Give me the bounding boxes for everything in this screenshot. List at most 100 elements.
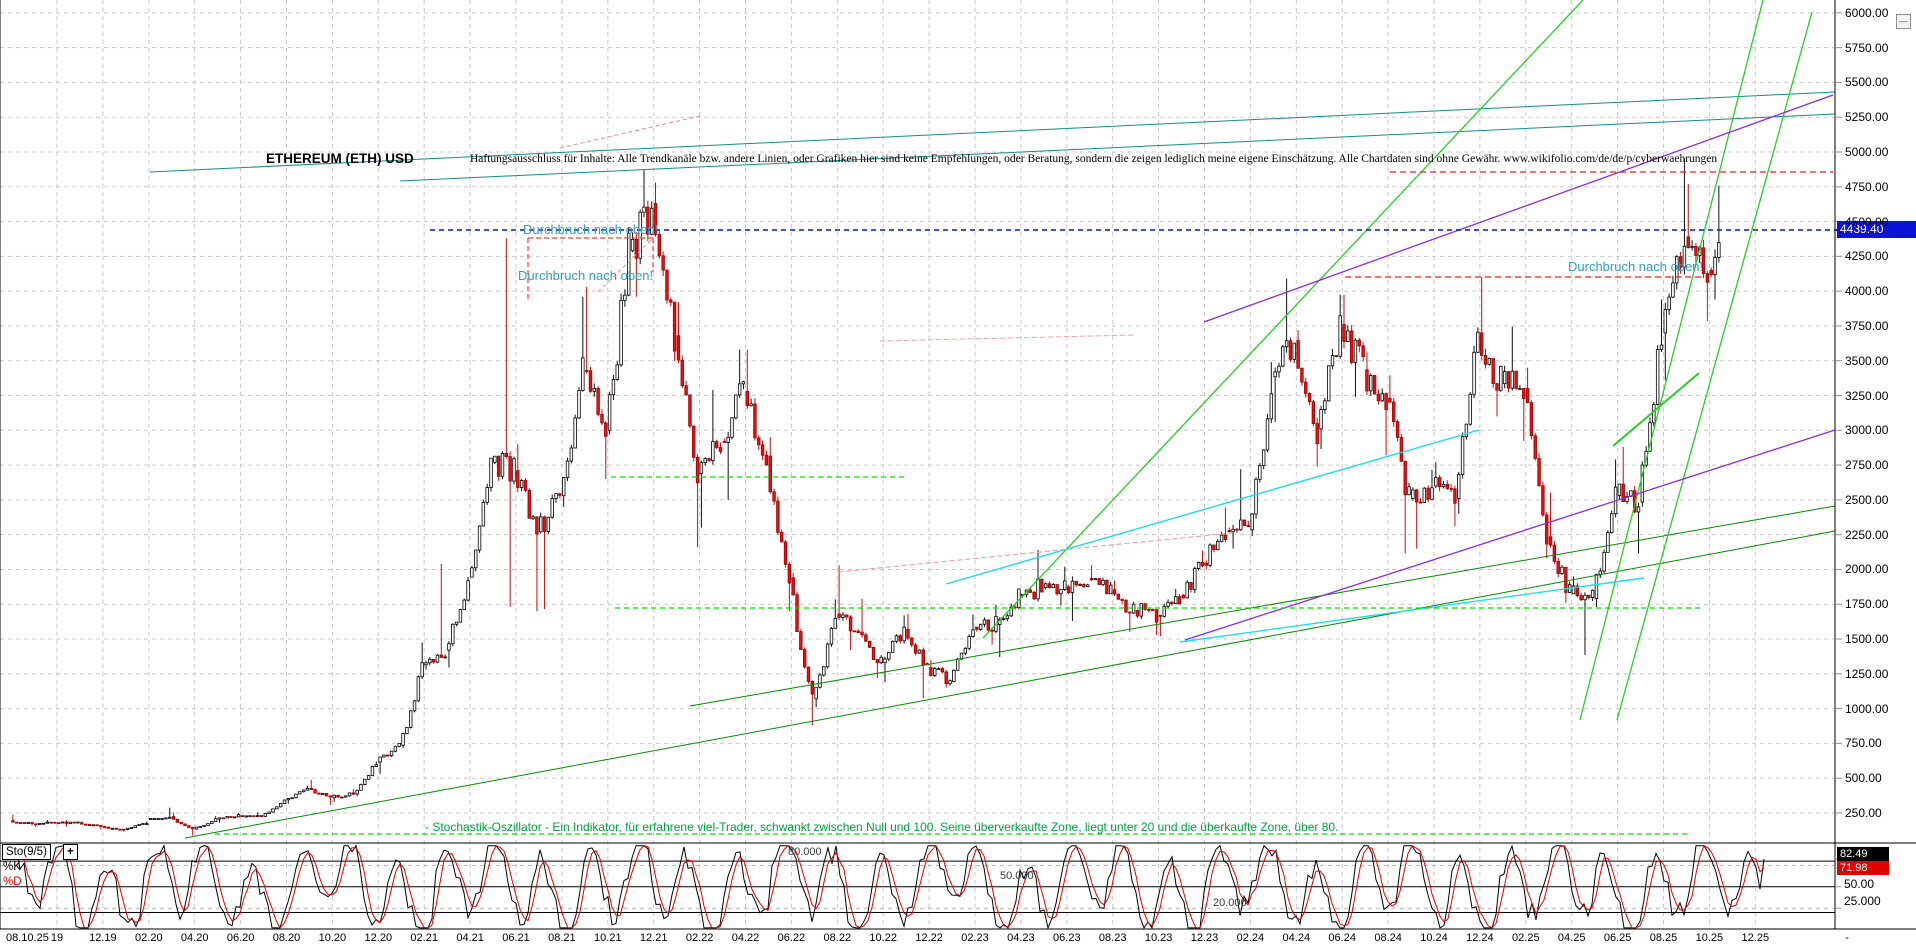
price-axis-label: 3000.00 xyxy=(1845,423,1889,438)
date-axis-label: 04.22 xyxy=(731,932,760,944)
annotation-breakout-1: Durchbruch nach oben! xyxy=(523,222,659,237)
trendline xyxy=(1579,0,1764,721)
trendline xyxy=(1179,577,1645,643)
date-axis-label: 02.22 xyxy=(685,932,714,944)
sto-level-label-50: 50.000 xyxy=(1000,870,1034,882)
annotation-breakout-2: Durchbruch nach oben! xyxy=(518,268,654,283)
price-axis-label: 1250.00 xyxy=(1845,666,1889,681)
annotation-breakout-3: Durchbruch nach oben! xyxy=(1568,259,1704,274)
disclaimer-text: Haftungsausschluss für Inhalte: Alle Tre… xyxy=(470,153,1718,165)
add-indicator-button[interactable]: + xyxy=(63,844,78,860)
date-axis-label: 06.25 xyxy=(1603,932,1632,944)
date-axis-label: 08.21 xyxy=(548,932,576,944)
trendline xyxy=(399,113,1836,182)
date-axis-label: 12.23 xyxy=(1190,932,1219,944)
date-axis-label: 04.23 xyxy=(1007,932,1035,944)
annotation-stochastic-note: - Stochastik-Oszillator - Ein Indikator,… xyxy=(425,820,1339,834)
date-axis-label: 12.19 xyxy=(89,932,117,944)
date-axis-label: 02.20 xyxy=(135,932,163,944)
trendline xyxy=(184,530,1836,839)
date-axis-label: 12.22 xyxy=(915,932,943,944)
date-axis-start-label: 08.10.25 xyxy=(6,932,49,944)
price-axis-label: 5500.00 xyxy=(1845,75,1889,90)
trendline xyxy=(149,91,1836,173)
date-axis-label: 04.21 xyxy=(456,932,484,944)
date-axis-label: 06.22 xyxy=(777,932,806,944)
date-axis-label: 10.21 xyxy=(594,932,622,944)
stochastic-k-line xyxy=(7,844,1765,930)
date-axis-label: 12.24 xyxy=(1466,932,1494,944)
k-value-badge: 82.49 xyxy=(1837,847,1889,861)
date-axis-label: 06.21 xyxy=(502,932,530,944)
sto-axis-label-25: 25.000 xyxy=(1844,894,1881,908)
date-axis-label: 10.24 xyxy=(1420,932,1448,944)
candlestick-series xyxy=(11,158,1721,836)
price-axis-label: 2000.00 xyxy=(1845,562,1889,577)
date-axis-label: 08.24 xyxy=(1374,932,1402,944)
date-axis-label: 08.22 xyxy=(823,932,852,944)
price-axis-label: 5000.00 xyxy=(1845,144,1889,159)
price-axis-label: 5750.00 xyxy=(1845,40,1889,55)
price-axis-label: 2250.00 xyxy=(1845,527,1889,542)
date-axis-label: - xyxy=(1845,932,1849,944)
d-value-badge: 71.98 xyxy=(1837,861,1889,875)
k-series-label: %K xyxy=(3,861,21,873)
price-axis-label: 4750.00 xyxy=(1845,179,1889,194)
price-axis-label: 1500.00 xyxy=(1845,632,1889,647)
date-axis-label: 02.24 xyxy=(1236,932,1265,944)
date-axis-label: 19 xyxy=(50,932,64,944)
price-axis-label: 500.00 xyxy=(1845,771,1882,786)
sto-level-label-80: 80.000 xyxy=(788,846,822,858)
trendline xyxy=(1612,372,1700,447)
date-axis-label: 04.24 xyxy=(1282,932,1311,944)
date-axis-label: 08.25 xyxy=(1649,932,1678,944)
trendline xyxy=(1616,11,1813,721)
date-axis-label: 10.20 xyxy=(318,932,347,944)
date-axis-label: 10.25 xyxy=(1695,932,1724,944)
trendline xyxy=(982,0,1584,639)
price-axis-label: 750.00 xyxy=(1845,736,1882,751)
date-axis-label: 08.23 xyxy=(1098,932,1127,944)
date-axis-label: 12.25 xyxy=(1741,932,1770,944)
current-price-badge: 4439.40 xyxy=(1837,221,1916,238)
trendline xyxy=(879,334,1135,342)
price-axis-label: 1000.00 xyxy=(1845,701,1889,716)
price-axis-label: 250.00 xyxy=(1845,805,1882,820)
price-axis-label: 6000.00 xyxy=(1845,5,1889,20)
price-axis-label: 4250.00 xyxy=(1845,249,1889,264)
trendline xyxy=(689,505,1836,707)
trendline xyxy=(837,532,1233,573)
d-series-label: %D xyxy=(3,876,22,888)
price-axis-label: 4500.00 xyxy=(1845,214,1889,229)
price-axis-label: 5250.00 xyxy=(1845,110,1889,125)
stochastic-d-line xyxy=(7,844,1765,929)
trendline xyxy=(945,429,1480,585)
trendline xyxy=(597,239,652,293)
page-title: ETHEREUM (ETH) USD xyxy=(266,151,414,166)
date-axis-label: 12.20 xyxy=(364,932,393,944)
stochastic-indicator-button[interactable]: Sto(9/5) xyxy=(2,844,51,860)
date-axis-label: 10.23 xyxy=(1144,932,1173,944)
price-axis-label: 1750.00 xyxy=(1845,597,1889,612)
date-axis-label: 04.20 xyxy=(180,932,209,944)
collapse-axis-button[interactable]: — xyxy=(1896,14,1911,29)
price-axis-label: 3250.00 xyxy=(1845,388,1889,403)
date-axis-label: 06.24 xyxy=(1328,932,1356,944)
date-axis-label: 06.23 xyxy=(1053,932,1081,944)
price-axis-label: 3750.00 xyxy=(1845,318,1889,333)
date-axis-label: 10.22 xyxy=(869,932,897,944)
trendline xyxy=(1184,429,1836,641)
sto-axis-label-50: 50.00 xyxy=(1844,877,1875,891)
minus-icon: — xyxy=(1899,16,1908,26)
date-axis-label: 02.25 xyxy=(1512,932,1540,944)
price-axis-label: 2500.00 xyxy=(1845,492,1889,507)
trendline xyxy=(559,115,701,149)
date-axis-label: 08.20 xyxy=(272,932,301,944)
date-axis-label: 04.25 xyxy=(1557,932,1586,944)
date-axis-label: 06.20 xyxy=(226,932,255,944)
price-axis-label: 4000.00 xyxy=(1845,284,1889,299)
trendline xyxy=(1203,94,1834,323)
date-axis-label: 02.23 xyxy=(961,932,989,944)
